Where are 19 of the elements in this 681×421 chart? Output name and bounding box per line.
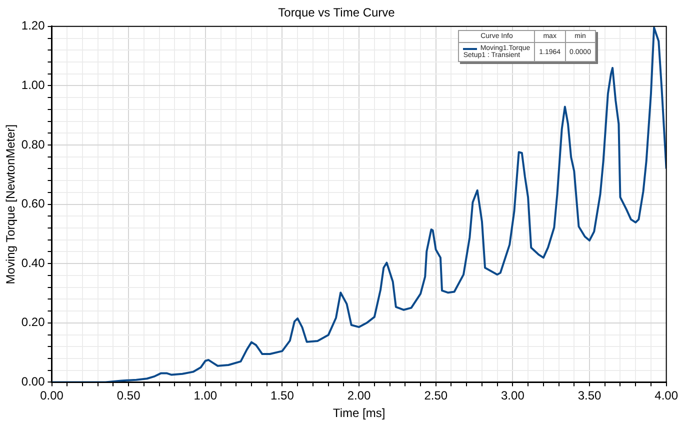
- x-tick-label: 1.50: [270, 388, 294, 403]
- y-tick-label: 1.00: [21, 78, 46, 92]
- x-tick-label: 2.00: [347, 388, 372, 403]
- x-tick-label: 3.00: [501, 388, 525, 403]
- y-tick-label: 1.20: [21, 18, 46, 33]
- x-tick-label: 0.00: [40, 388, 64, 403]
- x-tick-label: 2.50: [424, 388, 448, 403]
- y-tick-label: 0.80: [21, 137, 46, 152]
- y-tick-label: 0.00: [21, 374, 46, 389]
- x-tick-label: 0.50: [116, 388, 141, 403]
- x-tick-label: 4.00: [654, 388, 678, 403]
- x-tick-label: 3.50: [578, 388, 602, 403]
- chart-title: Torque vs Time Curve: [278, 6, 396, 20]
- x-tick-label: 1.00: [194, 388, 218, 403]
- y-tick-label: 0.60: [21, 196, 46, 211]
- y-axis-title: Moving Torque [NewtonMeter]: [4, 124, 18, 284]
- y-tick-label: 0.40: [21, 256, 46, 270]
- y-tick-label: 0.20: [21, 315, 46, 330]
- x-axis-title: Time [ms]: [332, 406, 386, 420]
